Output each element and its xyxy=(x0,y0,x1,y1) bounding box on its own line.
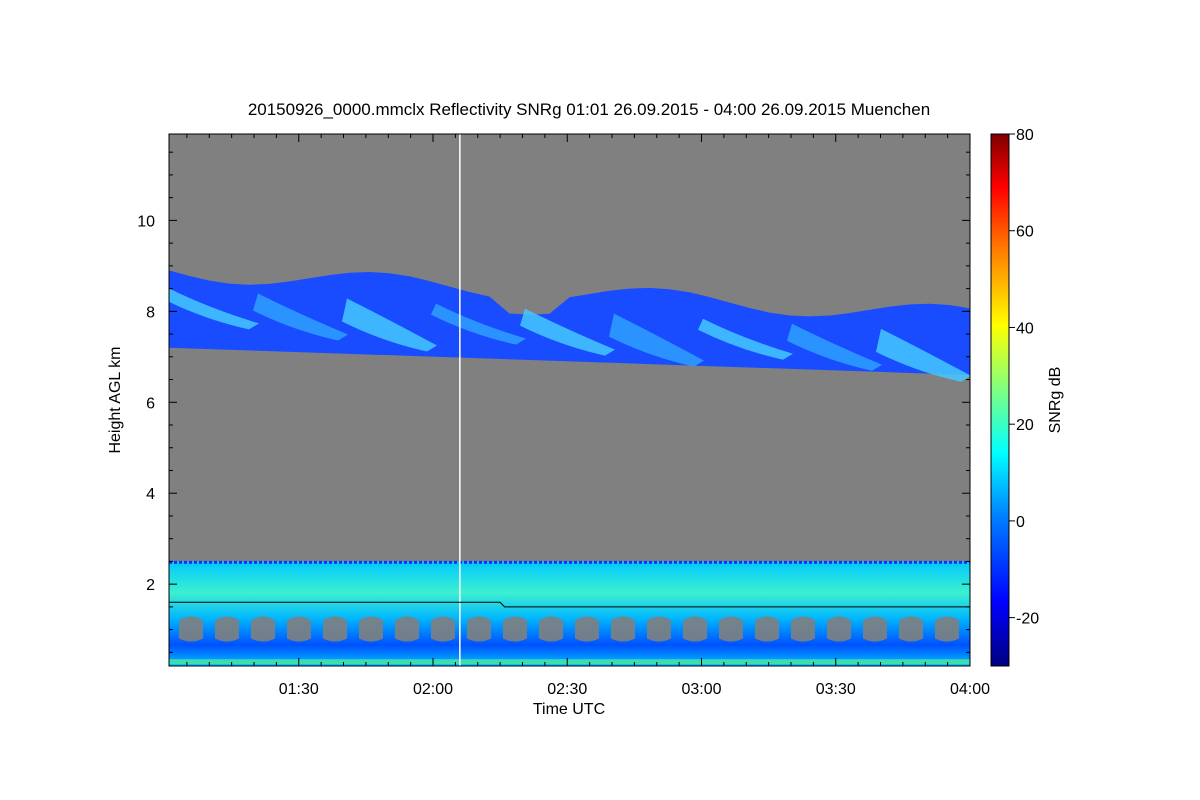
boundary-layer-gap xyxy=(359,616,383,642)
boundary-layer-gap xyxy=(719,616,743,642)
boundary-layer-gap xyxy=(179,616,203,642)
cirrus-streak xyxy=(341,298,437,352)
chart-title: 20150926_0000.mmclx Reflectivity SNRg 01… xyxy=(248,100,930,119)
colorbar-label: SNRg dB xyxy=(1047,367,1064,434)
x-axis: 01:30 02:00 02:30 03:00 03:30 04:00 xyxy=(186,134,990,698)
colorbar-axis: -20 0 20 40 60 80 xyxy=(1009,127,1039,628)
cirrus-streak xyxy=(252,293,348,341)
cirrus-streak xyxy=(786,323,882,371)
colorbar-tick-label: 0 xyxy=(1016,514,1025,531)
boundary-layer-gap xyxy=(395,616,419,642)
boundary-layer-gap xyxy=(467,616,491,642)
echo-features xyxy=(169,270,970,666)
boundary-layer-gap xyxy=(935,616,959,642)
y-axis-label: Height AGL km xyxy=(107,346,124,453)
x-tick-label: 02:30 xyxy=(547,681,587,698)
boundary-layer-top-line xyxy=(169,601,970,608)
x-tick-label: 01:30 xyxy=(279,681,319,698)
cirrus-streak xyxy=(697,318,793,360)
y-tick-label: 6 xyxy=(146,395,155,412)
y-tick-label: 4 xyxy=(146,486,155,503)
x-tick-label: 02:00 xyxy=(413,681,453,698)
boundary-layer-gap xyxy=(215,616,239,642)
boundary-layer-gap xyxy=(287,616,311,642)
cirrus-streak xyxy=(875,328,970,382)
colorbar-tick-label: 60 xyxy=(1016,224,1034,241)
x-tick-label: 03:30 xyxy=(816,681,856,698)
boundary-layer-gap xyxy=(431,616,455,642)
boundary-layer-gap xyxy=(863,616,887,642)
colorbar-tick-label: 40 xyxy=(1016,320,1034,337)
surface-echo xyxy=(169,659,970,665)
boundary-layer xyxy=(169,561,970,666)
boundary-layer-gap xyxy=(575,616,599,642)
x-axis-label: Time UTC xyxy=(533,701,605,718)
boundary-layer-gap xyxy=(611,616,635,642)
y-tick-label: 8 xyxy=(146,304,155,321)
boundary-layer-gap xyxy=(683,616,707,642)
plot-frame xyxy=(168,133,971,667)
x-tick-label: 03:00 xyxy=(681,681,721,698)
cirrus-streak xyxy=(608,313,704,367)
boundary-layer-gap xyxy=(755,616,779,642)
colorbar-tick-label: 20 xyxy=(1016,417,1034,434)
y-axis: 2 4 6 8 10 xyxy=(137,151,970,653)
y-tick-label: 10 xyxy=(137,213,155,230)
cirrus-streak xyxy=(169,288,259,330)
colorbar xyxy=(990,133,1010,667)
cirrus-streak xyxy=(430,303,526,345)
y-tick-label: 2 xyxy=(146,577,155,594)
boundary-layer-gap xyxy=(899,616,923,642)
boundary-layer-gap xyxy=(791,616,815,642)
boundary-layer-gap xyxy=(503,616,527,642)
x-tick-label: 04:00 xyxy=(950,681,990,698)
boundary-layer-gap xyxy=(323,616,347,642)
boundary-layer-gap xyxy=(827,616,851,642)
colorbar-tick-label: -20 xyxy=(1016,611,1039,628)
boundary-layer-gap xyxy=(251,616,275,642)
boundary-layer-gap xyxy=(539,616,563,642)
annotation-lines xyxy=(169,134,970,666)
cirrus-streak xyxy=(519,308,615,356)
boundary-layer-gap xyxy=(647,616,671,642)
colorbar-tick-label: 80 xyxy=(1016,127,1034,144)
